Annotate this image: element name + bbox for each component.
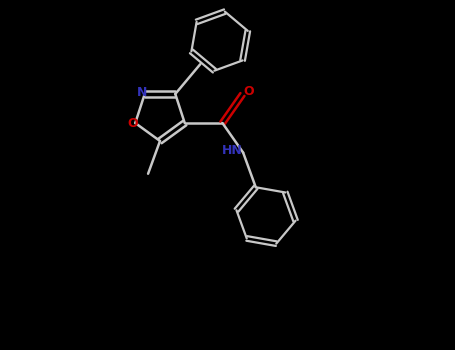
- Text: O: O: [127, 117, 138, 130]
- Text: HN: HN: [222, 144, 243, 156]
- Text: N: N: [137, 86, 147, 99]
- Text: O: O: [243, 85, 254, 98]
